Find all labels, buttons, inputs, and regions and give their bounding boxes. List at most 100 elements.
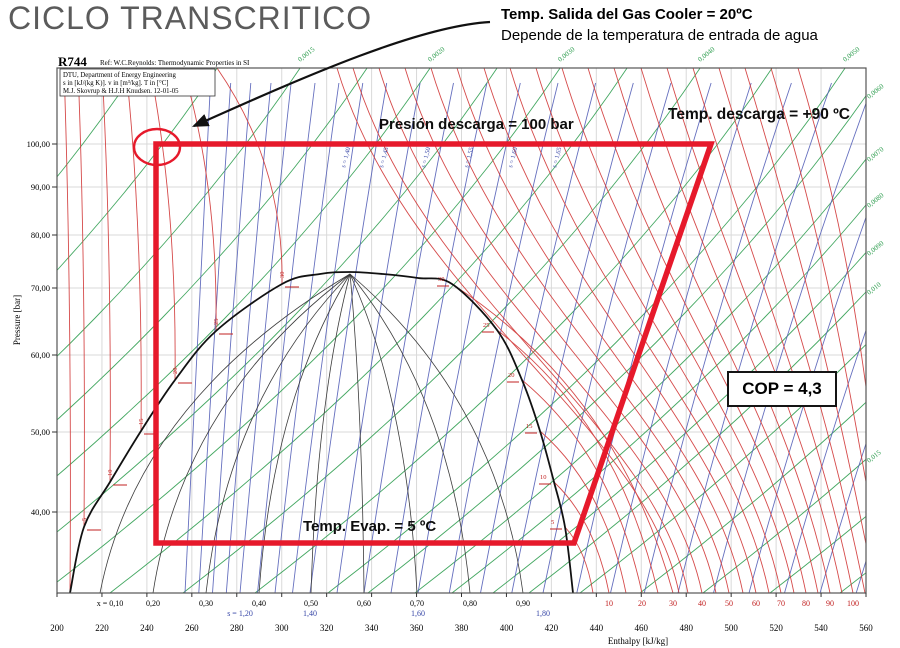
saturation-dome [69, 271, 574, 593]
y-axis-title: Pressure [bar] [12, 295, 22, 345]
isotherm-label: 60 [752, 599, 760, 608]
entropy-label: s = 1,20 [227, 609, 253, 618]
x-tick-label: 260 [185, 623, 199, 633]
isotherm-supercritical [797, 68, 866, 387]
x-tick-label: 500 [724, 623, 738, 633]
sat-temp-label-left: 10 [107, 470, 114, 477]
isochore-line [57, 68, 498, 533]
x-tick-label: 560 [859, 623, 873, 633]
x-tick-label: 300 [275, 623, 289, 633]
isochore-top-label: 0,0020 [426, 45, 446, 63]
isotherm-vapor [553, 481, 610, 593]
saturation-temp-labels: 5 5 10 10 15 15 20 20 25 25 30 30 [81, 272, 562, 531]
isotherm-supercritical [336, 68, 680, 593]
isentrope-lines [184, 82, 866, 593]
grid-lines [57, 68, 866, 593]
chart-subtitle: Ref: W.C.Reynolds: Thermodynamic Propert… [100, 59, 250, 67]
isotherm-label: 40 [698, 599, 706, 608]
isentrope-line [855, 561, 866, 593]
y-tick-label: 50,00 [31, 427, 50, 437]
y-tick-label: 70,00 [31, 283, 50, 293]
quality-label: 0,50 [304, 599, 318, 608]
isochore-line [57, 68, 301, 357]
quality-line [99, 273, 351, 593]
isentrope-line [448, 82, 559, 593]
x-tick-label: 540 [814, 623, 828, 633]
isentrope-line [292, 82, 364, 593]
isentrope-line [480, 82, 597, 593]
entropy-inline-labels: s = 1,40 s = 1,45 s = 1,50 s = 1,55 s = 1,60… [340, 147, 563, 169]
y-tick-label: 80,00 [31, 230, 50, 240]
isochore-line [57, 68, 138, 177]
isotherm-vapor [496, 329, 659, 593]
sat-temp-label-right: 20 [508, 372, 515, 379]
isotherm-label: 70 [777, 599, 785, 608]
entropy-inline-label: s = 1,55 [463, 147, 475, 169]
isotherm-supercritical [404, 68, 717, 593]
isentrope-line [819, 443, 866, 593]
discharge-temp-label: Temp. descarga = +90 ºC [668, 106, 850, 123]
isochore-line [367, 95, 866, 593]
y-tick-label: 90,00 [31, 182, 50, 192]
isochore-line [639, 402, 866, 593]
entropy-label: 1,60 [411, 609, 425, 618]
isochore-line [57, 68, 368, 421]
x-tick-label: 280 [230, 623, 244, 633]
cop-value: COP = 4,3 [742, 379, 822, 398]
isotherm-supercritical [561, 68, 795, 593]
y-tick-label: 60,00 [31, 350, 50, 360]
evap-temp-label: Temp. Evap. = 5 ºC [303, 518, 437, 535]
x-tick-label: 460 [635, 623, 649, 633]
sat-temp-label-left: 20 [172, 368, 179, 375]
isentrope-line [184, 82, 211, 593]
isotherm-vapor [451, 283, 674, 593]
isotherm-supercritical [744, 68, 866, 544]
isotherm-liquid [77, 68, 85, 528]
isotherm-lines [63, 68, 866, 593]
isotherm-vapor [564, 526, 594, 593]
isotherm-supercritical [587, 68, 807, 593]
sat-temp-label-left: 25 [213, 319, 220, 326]
x-tick-label: 380 [455, 623, 469, 633]
isotherm-liquid [149, 68, 176, 381]
entropy-inline-label: s = 1,45 [378, 147, 390, 169]
isotherm-label: 100 [847, 599, 859, 608]
isochore-top-label: 0,0015 [296, 45, 316, 63]
sat-temp-label-left: 30 [279, 272, 286, 279]
isentrope-line [309, 82, 388, 593]
isochore-line [579, 344, 866, 593]
quality-label: 0,20 [146, 599, 160, 608]
isochore-line [182, 68, 701, 593]
quality-label: 0,80 [463, 599, 477, 608]
x-tick-label: 340 [365, 623, 379, 633]
sat-temp-label-right: 30 [438, 276, 445, 283]
sat-temp-label-right: 25 [483, 322, 490, 329]
isochore-top-label: 0,0030 [556, 45, 576, 63]
info-box-line: DTU, Department of Energy Engineering [63, 72, 177, 79]
isochore-top-label: 0,0040 [696, 45, 716, 63]
isentrope-line [677, 82, 832, 593]
chart-title: R744 [58, 54, 87, 69]
x-tick-label: 440 [590, 623, 604, 633]
isochore-right-label: 0,0080 [865, 191, 885, 209]
isentrope-line [225, 82, 272, 593]
isentrope-line [336, 82, 421, 593]
isochore-line [414, 159, 866, 593]
annotation-line2: Depende de la temperatura de entrada de … [501, 27, 818, 44]
entropy-label: 1,40 [303, 609, 317, 618]
isotherm-supercritical [483, 68, 757, 593]
x-axis-title: Enthalpy [kJ/kg] [608, 636, 668, 646]
y-tick-label: 40,00 [31, 507, 50, 517]
isotherm-liquid [182, 68, 217, 332]
isotherm-label: 20 [638, 599, 646, 608]
isentrope-line [239, 82, 292, 593]
isentrope-line [643, 82, 792, 593]
x-tick-label: 200 [50, 623, 64, 633]
info-box-line: s in [kJ/(kg K)]. v in [m³/kg]. T in [°C… [63, 80, 169, 87]
sat-temp-label-right: 10 [540, 474, 547, 481]
isentrope-line [390, 82, 488, 593]
isentrope-line [511, 82, 634, 593]
quality-label: 0,40 [252, 599, 266, 608]
